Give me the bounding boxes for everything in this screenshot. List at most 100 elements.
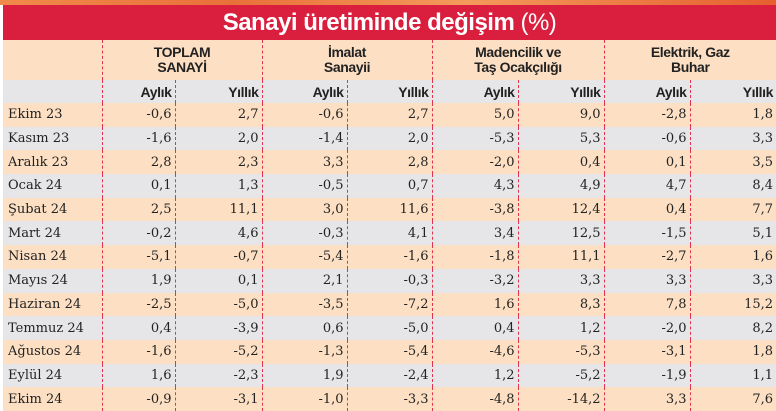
monthly-value: -2,5 <box>101 292 175 317</box>
monthly-value: -1,5 <box>603 221 691 246</box>
yearly-value: -5,2 <box>517 363 605 388</box>
monthly-value: -2,8 <box>603 103 691 127</box>
monthly-value: 3,3 <box>261 150 348 175</box>
yearly-value: 0,1 <box>174 268 263 293</box>
yearly-value: 7,7 <box>689 197 776 222</box>
monthly-value: -0,5 <box>261 174 348 198</box>
monthly-value: 3,3 <box>603 387 691 411</box>
table-row: Kasım 23 -1,6 2,0 -1,4 2,0 -5,3 5,3 -0,6 3,3 <box>3 126 776 151</box>
monthly-value: -1,6 <box>101 126 175 151</box>
monthly-value: -3,5 <box>261 292 348 317</box>
row-label: Aralık 23 <box>3 150 102 175</box>
industrial-production-table: TOPLAM SANAYİ İmalat Sanayii Madencilik ve… <box>3 40 776 411</box>
decorative-top-strip <box>0 0 776 5</box>
row-label: Temmuz 24 <box>3 316 102 340</box>
yearly-value: 2,7 <box>174 103 263 127</box>
yearly-value: -3,1 <box>174 387 263 411</box>
subheader-yearly: Yıllık <box>517 80 605 103</box>
table-row: Mayıs 24 1,9 0,1 2,1 -0,3 -3,2 3,3 3,3 3,3 <box>3 268 776 293</box>
monthly-value: 1,9 <box>101 268 175 293</box>
yearly-value: -2,3 <box>174 363 263 388</box>
yearly-value: -3,3 <box>346 387 433 411</box>
monthly-value: -1,3 <box>261 339 348 364</box>
table-row: Nisan 24 -5,1 -0,7 -5,4 -1,6 -1,8 11,1 -2,7 1,6 <box>3 245 776 269</box>
yearly-value: 4,9 <box>517 174 605 198</box>
monthly-value: 1,6 <box>101 363 175 388</box>
monthly-value: 5,0 <box>431 103 519 127</box>
monthly-value: -0,6 <box>101 103 175 127</box>
yearly-value: 5,3 <box>517 126 605 151</box>
monthly-value: -1,4 <box>261 126 348 151</box>
monthly-value: 1,9 <box>261 363 348 388</box>
row-label: Mayıs 24 <box>3 268 102 293</box>
subheader-yearly: Yıllık <box>174 80 263 103</box>
yearly-value: 12,4 <box>517 197 605 222</box>
yearly-value: 3,3 <box>689 126 776 151</box>
row-label: Ocak 24 <box>3 174 102 198</box>
monthly-value: -1,6 <box>101 339 175 364</box>
subheader-row: Aylık Yıllık Aylık Yıllık Aylık Yıllık A… <box>3 80 776 103</box>
row-label: Mart 24 <box>3 221 102 246</box>
table-row: Haziran 24 -2,5 -5,0 -3,5 -7,2 1,6 8,3 7,8 15,2 <box>3 292 776 317</box>
yearly-value: -7,2 <box>346 292 433 317</box>
table-row: Ekim 23 -0,6 2,7 -0,6 2,7 5,0 9,0 -2,8 1,8 <box>3 103 776 127</box>
row-label: Eylül 24 <box>3 363 102 388</box>
row-label: Şubat 24 <box>3 197 102 222</box>
monthly-value: 2,8 <box>101 150 175 175</box>
row-label: Ağustos 24 <box>3 339 102 364</box>
subheader-blank <box>3 80 102 103</box>
table-row: Mart 24 -0,2 4,6 -0,3 4,1 3,4 12,5 -1,5 5,1 <box>3 221 776 246</box>
monthly-value: -0,3 <box>261 221 348 246</box>
yearly-value: 2,3 <box>174 150 263 175</box>
subheader-yearly: Yıllık <box>689 80 776 103</box>
yearly-value: 0,4 <box>517 150 605 175</box>
monthly-value: 7,8 <box>603 292 691 317</box>
subheader-monthly: Aylık <box>603 80 691 103</box>
yearly-value: 1,1 <box>689 363 776 388</box>
title-main: Sanayi üretiminde değişim <box>222 9 515 36</box>
yearly-value: -0,3 <box>346 268 433 293</box>
group-header-manufacturing: İmalat Sanayii <box>261 40 433 80</box>
row-label: Haziran 24 <box>3 292 102 317</box>
monthly-value: -1,8 <box>431 245 519 269</box>
yearly-value: 4,1 <box>346 221 433 246</box>
yearly-value: 5,1 <box>689 221 776 246</box>
group-header-row: TOPLAM SANAYİ İmalat Sanayii Madencilik ve… <box>3 40 776 80</box>
monthly-value: 3,4 <box>431 221 519 246</box>
subheader-monthly: Aylık <box>101 80 175 103</box>
table-row: Ağustos 24 -1,6 -5,2 -1,3 -5,4 -4,6 -5,3 -3,1 1,… <box>3 339 776 364</box>
yearly-value: 11,1 <box>174 197 263 222</box>
yearly-value: 8,3 <box>517 292 605 317</box>
yearly-value: -5,0 <box>346 316 433 340</box>
subheader-monthly: Aylık <box>261 80 348 103</box>
yearly-value: 1,3 <box>174 174 263 198</box>
monthly-value: 0,1 <box>101 174 175 198</box>
group-header-total: TOPLAM SANAYİ <box>101 40 263 80</box>
monthly-value: -1,0 <box>261 387 348 411</box>
table-row: Şubat 24 2,5 11,1 3,0 11,6 -3,8 12,4 0,4 7,7 <box>3 197 776 222</box>
yearly-value: 3,3 <box>517 268 605 293</box>
yearly-value: 2,0 <box>346 126 433 151</box>
yearly-value: -14,2 <box>517 387 605 411</box>
yearly-value: 1,6 <box>689 245 776 269</box>
yearly-value: 3,5 <box>689 150 776 175</box>
monthly-value: -0,6 <box>603 126 691 151</box>
monthly-value: 0,6 <box>261 316 348 340</box>
monthly-value: -2,0 <box>603 316 691 340</box>
monthly-value: 3,0 <box>261 197 348 222</box>
yearly-value: 7,6 <box>689 387 776 411</box>
monthly-value: 0,4 <box>431 316 519 340</box>
table-row: Eylül 24 1,6 -2,3 1,9 -2,4 1,2 -5,2 -1,9 1,1 <box>3 363 776 388</box>
yearly-value: 2,0 <box>174 126 263 151</box>
table-row: Ekim 24 -0,9 -3,1 -1,0 -3,3 -4,8 -14,2 3,3 7,6 <box>3 387 776 411</box>
table-title: Sanayi üretiminde değişim (%) <box>3 5 776 40</box>
monthly-value: -5,4 <box>261 245 348 269</box>
monthly-value: -1,9 <box>603 363 691 388</box>
yearly-value: 1,2 <box>517 316 605 340</box>
monthly-value: -2,0 <box>431 150 519 175</box>
yearly-value: -5,4 <box>346 339 433 364</box>
row-label: Ekim 24 <box>3 387 102 411</box>
yearly-value: -5,3 <box>517 339 605 364</box>
group-header-mining: Madencilik ve Taş Ocakçılığı <box>431 40 605 80</box>
monthly-value: -3,2 <box>431 268 519 293</box>
